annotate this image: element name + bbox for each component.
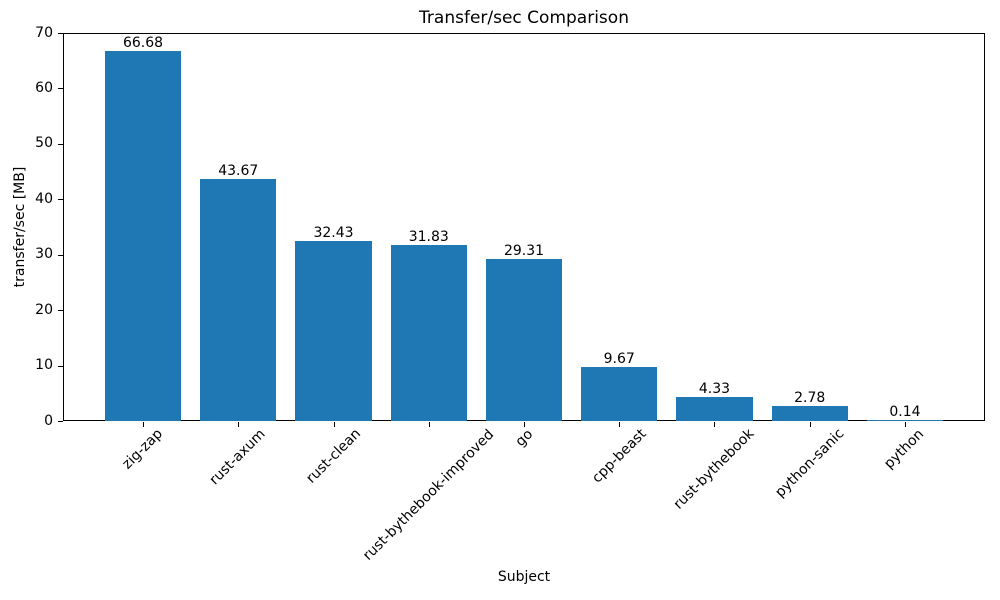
y-tick-mark <box>58 254 63 256</box>
x-tick-mark <box>714 422 716 427</box>
x-tick-mark <box>809 422 811 427</box>
bar-zig-zap <box>104 51 182 421</box>
y-tick-mark <box>58 88 63 90</box>
y-tick-mark <box>58 365 63 367</box>
y-tick-label: 60 <box>35 79 53 96</box>
y-tick-label: 50 <box>35 135 53 152</box>
x-tick-label-cpp-beast: cpp-beast <box>588 425 650 487</box>
y-tick-mark <box>58 33 63 34</box>
x-tick-mark <box>619 422 621 427</box>
bar-value-label: 66.68 <box>122 35 164 52</box>
x-tick-label-go: go <box>512 425 536 450</box>
x-tick-label-rust-bythebook: rust-bythebook <box>670 426 758 513</box>
y-tick-mark <box>58 310 63 312</box>
y-axis-label: transfer/sec [MB] <box>12 166 28 288</box>
bar-rust-axum <box>200 178 277 421</box>
bar-value-label: 9.67 <box>603 351 635 368</box>
bar-python-sanic <box>771 405 848 421</box>
x-tick-label-python-sanic: python-sanic <box>771 425 848 502</box>
y-tick-label: 70 <box>35 24 53 41</box>
bar-value-label: 31.83 <box>408 228 449 245</box>
bar-value-label: 2.78 <box>794 389 826 406</box>
bar-go <box>485 258 563 421</box>
bar-value-label: 32.43 <box>313 225 354 242</box>
x-tick-label-zig-zap: zig-zap <box>119 426 166 473</box>
y-tick-label: 40 <box>35 190 53 207</box>
y-tick-mark <box>58 143 63 145</box>
bar-rust-bythebook <box>676 396 753 421</box>
x-tick-mark <box>904 422 906 427</box>
y-tick-mark <box>58 199 63 201</box>
y-tick-label: 0 <box>44 412 53 429</box>
x-tick-label-rust-axum: rust-axum <box>206 426 269 489</box>
bar-rust-clean <box>295 241 372 421</box>
x-tick-label-python: python <box>881 426 928 472</box>
bar-rust-bythebook-improved <box>390 244 467 421</box>
x-tick-mark <box>524 422 525 427</box>
x-tick-mark <box>428 422 430 427</box>
y-tick-label: 10 <box>35 357 53 374</box>
y-tick-label: 20 <box>35 301 53 318</box>
x-tick-mark <box>143 422 144 427</box>
bar-value-label: 4.33 <box>698 380 731 397</box>
y-tick-label: 30 <box>35 246 53 263</box>
x-tick-label-rust-clean: rust-clean <box>302 425 364 487</box>
x-tick-label-rust-bythebook-improved: rust-bythebook-improved <box>359 426 497 564</box>
x-axis-label: Subject <box>497 569 551 585</box>
y-tick-mark <box>58 421 63 422</box>
bar-value-label: 29.31 <box>503 242 545 259</box>
chart-title: Transfer/sec Comparison <box>419 8 629 28</box>
bar-value-label: 43.67 <box>218 162 259 179</box>
x-tick-mark <box>333 422 335 427</box>
x-tick-mark <box>238 422 240 427</box>
bar-python <box>866 420 944 422</box>
bar-value-label: 0.14 <box>889 404 921 421</box>
bar-cpp-beast <box>581 367 658 421</box>
